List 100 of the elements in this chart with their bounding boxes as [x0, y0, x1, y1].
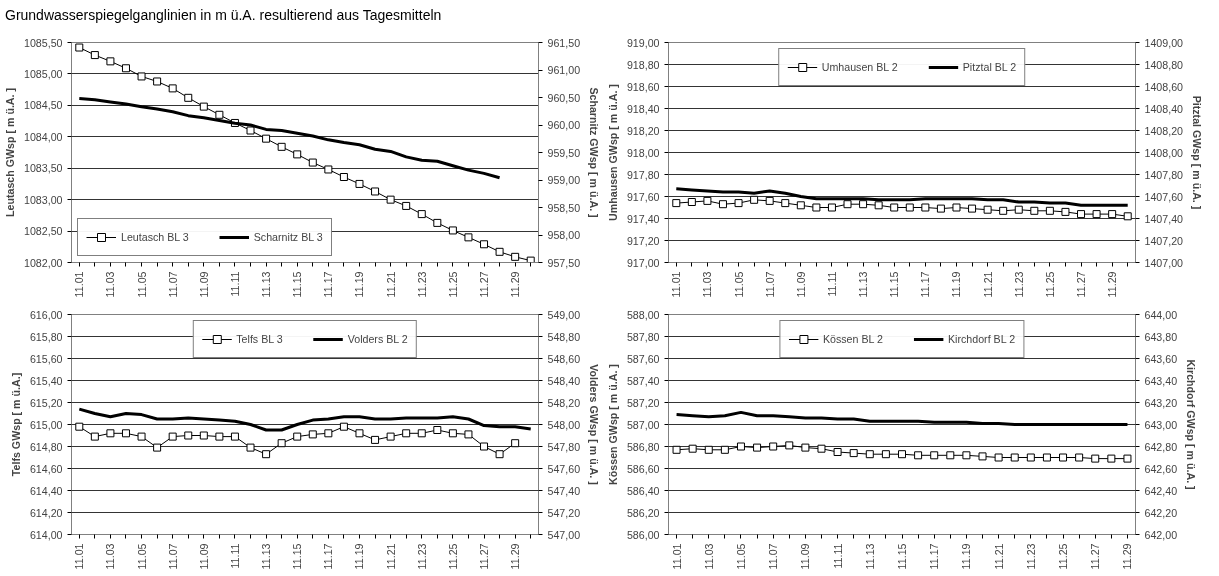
x-tick-label: 11.21 — [992, 543, 1005, 570]
y-tick-label: 586,60 — [626, 462, 660, 475]
y2-axis-title: Scharnitz GWsp [ m ü.A. ] — [588, 87, 601, 218]
y-tick-label: 615,20 — [29, 396, 63, 409]
y2-tick-label: 957,50 — [547, 256, 581, 269]
y2-tick-label: 547,80 — [547, 440, 581, 453]
y-tick-label: 1085,50 — [23, 36, 63, 49]
x-tick-label: 11.03 — [104, 543, 117, 570]
x-tick-label: 11.23 — [1012, 271, 1025, 298]
y2-tick-label: 960,00 — [547, 119, 581, 131]
x-tick-label: 11.03 — [104, 271, 117, 298]
y-axis-title: Telfs GWsp [ m ü.A.] — [9, 372, 22, 477]
y-tick-label: 614,00 — [29, 528, 63, 541]
x-tick-label: 11.27 — [478, 543, 491, 570]
y2-tick-label: 547,60 — [547, 462, 581, 475]
x-tick-label: 11.07 — [763, 271, 776, 298]
x-tick-label: 11.19 — [950, 271, 963, 298]
y-tick-label: 587,40 — [626, 374, 660, 387]
y2-axis-title: Pitztal GWsp [ m ü.A. ] — [1191, 95, 1204, 210]
y-tick-label: 918,00 — [626, 146, 660, 159]
legend-label: Scharnitz BL 3 — [253, 231, 323, 243]
y-tick-label: 917,00 — [626, 256, 660, 269]
x-tick-label: 11.23 — [415, 543, 428, 570]
y2-tick-label: 642,20 — [1144, 506, 1178, 519]
x-tick-label: 11.17 — [919, 271, 932, 298]
x-tick-label: 11.13 — [857, 271, 870, 298]
y2-tick-label: 643,00 — [1144, 418, 1178, 431]
y-tick-label: 587,80 — [626, 330, 660, 343]
y-tick-label: 615,40 — [29, 374, 63, 387]
x-tick-label: 11.19 — [353, 271, 366, 298]
x-tick-label: 11.29 — [509, 543, 522, 570]
legend-label: Volders BL 2 — [347, 333, 408, 345]
x-tick-label: 11.25 — [1057, 543, 1070, 570]
x-tick-label: 11.03 — [701, 271, 714, 298]
legend-label: Leutasch BL 3 — [121, 231, 189, 243]
y2-tick-label: 959,00 — [547, 174, 581, 186]
y-tick-label: 917,20 — [626, 234, 660, 247]
x-tick-label: 11.29 — [1106, 271, 1119, 298]
y-tick-label: 1082,50 — [23, 225, 63, 238]
y-tick-label: 919,00 — [626, 36, 660, 49]
x-tick-label: 11.09 — [794, 271, 807, 298]
y2-tick-label: 1408,00 — [1144, 146, 1184, 159]
x-tick-label: 11.01 — [73, 543, 86, 570]
y-tick-label: 918,80 — [626, 58, 660, 71]
y2-tick-label: 548,00 — [547, 418, 581, 431]
y2-tick-label: 549,00 — [547, 308, 581, 321]
y2-tick-label: 1407,80 — [1144, 168, 1184, 181]
chart-title: Grundwasserspiegelganglinien in m ü.A. resultierend aus Tagesmitteln — [5, 6, 442, 25]
y2-tick-label: 1407,40 — [1144, 212, 1184, 225]
y-tick-label: 1082,00 — [23, 256, 63, 269]
y-tick-label: 587,00 — [626, 418, 660, 431]
y-tick-label: 614,20 — [29, 506, 63, 519]
x-tick-label: 11.11 — [831, 543, 844, 569]
x-tick-label: 11.07 — [166, 271, 179, 298]
x-tick-label: 11.21 — [384, 543, 397, 570]
y-tick-label: 918,60 — [626, 80, 660, 93]
legend-label: Kössen BL 2 — [822, 333, 883, 345]
y2-tick-label: 1408,80 — [1144, 58, 1184, 71]
y2-tick-label: 547,00 — [547, 528, 581, 541]
y-tick-label: 918,20 — [626, 124, 660, 137]
y2-tick-label: 644,00 — [1144, 308, 1178, 321]
x-tick-label: 11.23 — [1024, 543, 1037, 570]
y-tick-label: 1084,50 — [23, 99, 63, 112]
x-tick-label: 11.09 — [799, 543, 812, 570]
y2-tick-label: 548,60 — [547, 352, 581, 365]
y2-tick-label: 547,20 — [547, 506, 581, 519]
y2-tick-label: 1407,00 — [1144, 256, 1184, 269]
x-tick-label: 11.27 — [1075, 271, 1088, 298]
x-tick-label: 11.21 — [981, 271, 994, 298]
y2-tick-label: 548,40 — [547, 374, 581, 387]
y-tick-label: 614,80 — [29, 440, 63, 453]
legend-label: Umhausen BL 2 — [821, 61, 898, 73]
x-tick-label: 11.13 — [863, 543, 876, 570]
y-tick-label: 917,60 — [626, 190, 660, 203]
x-tick-label: 11.13 — [260, 543, 273, 570]
x-tick-label: 11.23 — [415, 271, 428, 298]
y2-tick-label: 958,00 — [547, 229, 581, 241]
y2-tick-label: 548,80 — [547, 330, 581, 343]
y-tick-label: 586,20 — [626, 506, 660, 519]
legend-label: Telfs BL 3 — [236, 333, 283, 345]
y-tick-label: 616,00 — [29, 308, 63, 321]
x-tick-label: 11.17 — [322, 543, 335, 570]
x-tick-label: 11.27 — [478, 271, 491, 298]
x-tick-label: 11.25 — [446, 543, 459, 570]
x-tick-label: 11.27 — [1089, 543, 1102, 570]
x-tick-label: 11.05 — [135, 543, 148, 570]
y2-tick-label: 642,00 — [1144, 528, 1178, 541]
x-tick-label: 11.05 — [135, 271, 148, 298]
y2-tick-label: 1408,60 — [1144, 80, 1184, 93]
y2-tick-label: 642,60 — [1144, 462, 1178, 475]
y2-axis-title: Kirchdorf GWsp [ m ü.A. ] — [1185, 359, 1198, 490]
y2-tick-label: 642,40 — [1144, 484, 1178, 497]
y-tick-label: 1083,50 — [23, 162, 63, 175]
y-tick-label: 586,80 — [626, 440, 660, 453]
y-tick-label: 586,00 — [626, 528, 660, 541]
y2-tick-label: 961,50 — [547, 36, 581, 49]
y-tick-label: 614,40 — [29, 484, 63, 497]
x-tick-label: 11.15 — [291, 543, 304, 570]
y-tick-label: 918,40 — [626, 102, 660, 115]
x-tick-label: 11.13 — [260, 271, 273, 298]
